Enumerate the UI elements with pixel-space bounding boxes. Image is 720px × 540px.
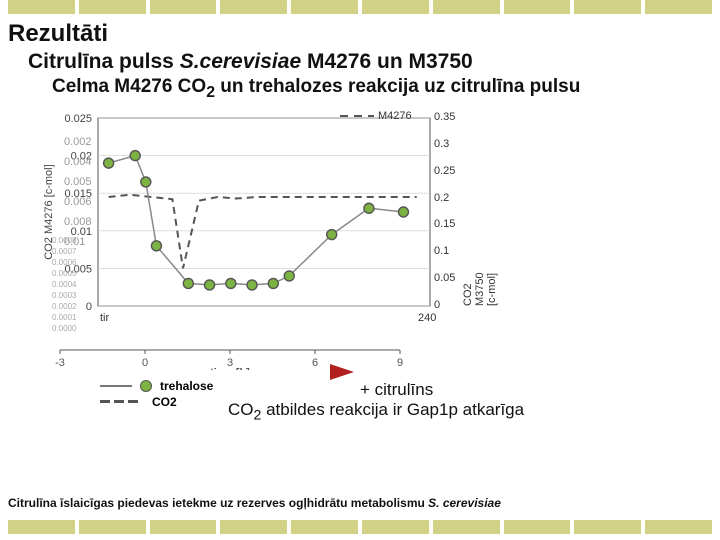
top-bar xyxy=(79,0,146,14)
x-extra: tir xyxy=(100,312,109,324)
bottom-bar xyxy=(433,520,500,534)
subtitle-part: M4276 un M3750 xyxy=(301,50,473,73)
lower-overlay-tick: 0.0004 xyxy=(52,280,76,289)
red-wedge-icon xyxy=(330,364,354,380)
top-bar xyxy=(362,0,429,14)
right-tick: 0.15 xyxy=(434,218,455,230)
trehalose-marker-icon xyxy=(140,380,152,392)
note-citruline: + citrulīns xyxy=(360,380,433,400)
right-tick: 0.35 xyxy=(434,111,455,123)
lower-overlay-tick: 0.0000 xyxy=(52,324,76,333)
bottom-bar xyxy=(291,520,358,534)
top-bar-row xyxy=(0,0,720,14)
chart-area: 00.0050.010.0150.020.025CO2 M4276 [c-mol… xyxy=(40,106,480,336)
overlay-tick: 0.006 xyxy=(64,196,92,208)
chart-title: Celma M4276 CO2 un trehalozes reakcija u… xyxy=(0,74,720,102)
svg-text:0: 0 xyxy=(86,301,92,313)
svg-text:9: 9 xyxy=(397,357,403,369)
chart-title-sub: 2 xyxy=(206,84,215,101)
page-title: Rezultāti xyxy=(0,14,720,50)
chart-title-part: Celma M4276 CO xyxy=(52,76,206,97)
page-subtitle: Citrulīna pulss S.cerevisiae M4276 un M3… xyxy=(0,50,720,74)
svg-text:6: 6 xyxy=(312,357,318,369)
dash-seg xyxy=(128,400,138,403)
subtitle-part: Citrulīna pulss xyxy=(28,50,180,73)
top-bar xyxy=(645,0,712,14)
note-part: CO xyxy=(228,400,254,419)
legend-label: CO2 xyxy=(152,395,177,409)
secondary-axis: -30369time [h] xyxy=(40,342,420,370)
bottom-bar-row xyxy=(0,520,720,534)
top-bar xyxy=(220,0,287,14)
right-tick: 0.05 xyxy=(434,272,455,284)
top-bar xyxy=(574,0,641,14)
svg-text:CO2 M4276 [c-mol]: CO2 M4276 [c-mol] xyxy=(43,164,55,259)
note-part: atbildes reakcija ir Gap1p atkarīga xyxy=(261,400,524,419)
right-tick: 0.1 xyxy=(434,245,449,257)
top-bar xyxy=(433,0,500,14)
footer-species: S. cerevisiae xyxy=(428,496,501,510)
overlay-tick: 0.005 xyxy=(64,176,92,188)
bottom-bar xyxy=(220,520,287,534)
svg-text:0.025: 0.025 xyxy=(64,113,92,125)
lower-overlay-tick: 0.0001 xyxy=(52,313,76,322)
svg-text:0: 0 xyxy=(142,357,148,369)
lower-overlay-tick: 0.0007 xyxy=(52,247,76,256)
subtitle-species: S.cerevisiae xyxy=(180,50,301,73)
lower-overlay-tick: 0.0008 xyxy=(52,236,76,245)
x-right-tick: 240 xyxy=(418,312,436,324)
bottom-bar xyxy=(8,520,75,534)
right-tick: 0 xyxy=(434,299,440,311)
lower-overlay-tick: 0.0003 xyxy=(52,291,76,300)
top-bar xyxy=(504,0,571,14)
bottom-bar xyxy=(362,520,429,534)
right-tick: 0.25 xyxy=(434,165,455,177)
dash-seg xyxy=(114,400,124,403)
overlay-tick: 0.004 xyxy=(64,156,92,168)
note-response: CO2 atbildes reakcija ir Gap1p atkarīga xyxy=(228,400,524,423)
top-bar xyxy=(8,0,75,14)
overlay-tick: 0.002 xyxy=(64,136,92,148)
bottom-bar xyxy=(79,520,146,534)
svg-text:time [h]: time [h] xyxy=(210,367,250,370)
right-tick: 0.2 xyxy=(434,192,449,204)
dash-seg xyxy=(100,400,110,403)
legend-line xyxy=(100,385,132,387)
bottom-bar xyxy=(504,520,571,534)
secondary-axis-row: -30369time [h] xyxy=(40,342,720,375)
chart-svg: 00.0050.010.0150.020.025CO2 M4276 [c-mol… xyxy=(40,106,480,336)
footer-text: Citrulīna īslaicīgas piedevas ietekme uz… xyxy=(8,496,501,510)
legend-label: trehalose xyxy=(160,379,213,393)
bottom-bar xyxy=(150,520,217,534)
dash-icon xyxy=(100,400,144,403)
dash-series-label: M4276 xyxy=(378,110,412,122)
footer-part: Citrulīna īslaicīgas piedevas ietekme uz… xyxy=(8,496,428,510)
svg-text:-3: -3 xyxy=(55,357,65,369)
right-tick: 0.3 xyxy=(434,138,449,150)
top-bar xyxy=(291,0,358,14)
overlay-tick: 0.008 xyxy=(64,216,92,228)
bottom-bar xyxy=(574,520,641,534)
lower-overlay-tick: 0.0005 xyxy=(52,269,76,278)
bottom-bar xyxy=(645,520,712,534)
lower-overlay-tick: 0.0002 xyxy=(52,302,76,311)
chart-title-part: un trehalozes reakcija uz citrulīna puls… xyxy=(215,76,580,97)
top-bar xyxy=(150,0,217,14)
right-axis-label: CO2 M3750 [c-mol] xyxy=(462,272,498,306)
lower-overlay-tick: 0.0006 xyxy=(52,258,76,267)
